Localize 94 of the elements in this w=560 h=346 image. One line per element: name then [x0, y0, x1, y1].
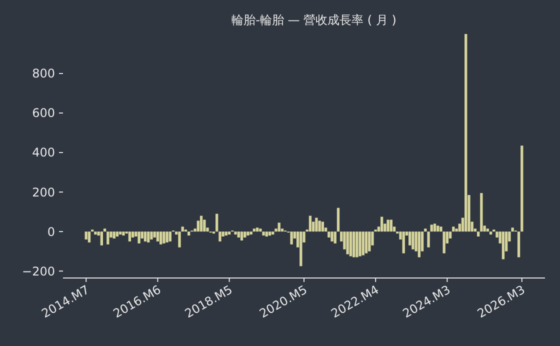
- bar: [203, 220, 206, 232]
- bar: [244, 232, 246, 238]
- bar: [418, 232, 420, 258]
- bar: [262, 232, 265, 236]
- bar: [131, 232, 134, 238]
- bar: [128, 232, 132, 242]
- bar: [315, 218, 318, 232]
- bar: [380, 216, 384, 232]
- bar: [106, 232, 110, 244]
- bar: [502, 232, 505, 260]
- bar: [440, 226, 442, 232]
- bar: [356, 232, 358, 258]
- bar: [358, 232, 362, 256]
- bar: [153, 232, 156, 238]
- bar: [278, 222, 280, 232]
- bar: [168, 232, 172, 242]
- bar: [256, 228, 259, 232]
- bar: [328, 232, 330, 238]
- chart-title: 輪胎-輪胎 — 營收成長率 ( 月 ): [232, 13, 396, 27]
- bar: [427, 232, 430, 248]
- bar: [84, 232, 88, 240]
- bar: [159, 232, 162, 244]
- bar: [246, 232, 250, 236]
- bar: [390, 220, 392, 232]
- bar: [268, 232, 272, 236]
- bar: [218, 232, 222, 242]
- bar: [234, 232, 237, 235]
- bar: [442, 232, 446, 254]
- bar: [430, 224, 433, 232]
- bar: [321, 222, 324, 232]
- bar: [476, 232, 480, 237]
- bar: [252, 228, 256, 232]
- bar: [436, 226, 440, 232]
- bar: [408, 232, 412, 246]
- bar: [156, 232, 160, 242]
- bar: [224, 232, 228, 236]
- bar: [181, 226, 184, 232]
- bar: [144, 232, 147, 242]
- bar: [250, 232, 252, 235]
- y-tick-label: 200: [32, 185, 55, 200]
- bar: [412, 232, 414, 250]
- bar: [486, 228, 489, 232]
- bar: [237, 232, 240, 238]
- bar: [433, 224, 436, 232]
- bar: [166, 232, 168, 242]
- bar: [334, 232, 336, 244]
- bar: [112, 232, 116, 238]
- bar: [138, 232, 140, 244]
- bar: [259, 228, 262, 232]
- bar: [368, 232, 371, 252]
- bar: [300, 232, 302, 266]
- bar: [94, 232, 97, 235]
- y-tick-label: 400: [32, 146, 55, 160]
- bar: [147, 232, 150, 242]
- bar: [362, 232, 364, 256]
- bar: [386, 220, 390, 232]
- bar: [150, 232, 153, 240]
- bar: [330, 232, 334, 242]
- bar: [349, 232, 352, 256]
- bar: [122, 232, 125, 236]
- bar: [200, 216, 203, 232]
- bar: [116, 232, 119, 237]
- bar: [318, 220, 321, 232]
- y-tick-label: 800: [32, 66, 55, 81]
- bar: [517, 232, 520, 258]
- bar: [308, 216, 312, 232]
- bar: [520, 146, 524, 232]
- bar: [100, 232, 103, 246]
- bar: [216, 214, 218, 232]
- bar: [364, 232, 368, 254]
- bar: [103, 228, 106, 232]
- bar: [464, 34, 468, 232]
- bar: [402, 232, 405, 254]
- bar: [424, 228, 427, 232]
- bar: [290, 232, 293, 244]
- bar: [352, 232, 356, 258]
- bar: [228, 232, 231, 235]
- bar: [511, 228, 514, 232]
- bar: [88, 232, 91, 242]
- bar: [480, 193, 483, 232]
- y-tick-label: 600: [32, 106, 55, 120]
- bar: [489, 232, 492, 235]
- bar: [119, 232, 122, 235]
- bar: [346, 232, 349, 254]
- bar: [178, 232, 181, 248]
- y-tick-label: 0: [47, 224, 55, 239]
- bar: [272, 232, 274, 235]
- bar: [162, 232, 166, 244]
- bar: [240, 232, 244, 240]
- bar: [265, 232, 268, 237]
- bar: [188, 232, 190, 236]
- y-tick-label: −200: [22, 264, 55, 278]
- bar: [452, 226, 455, 232]
- bar: [336, 208, 340, 232]
